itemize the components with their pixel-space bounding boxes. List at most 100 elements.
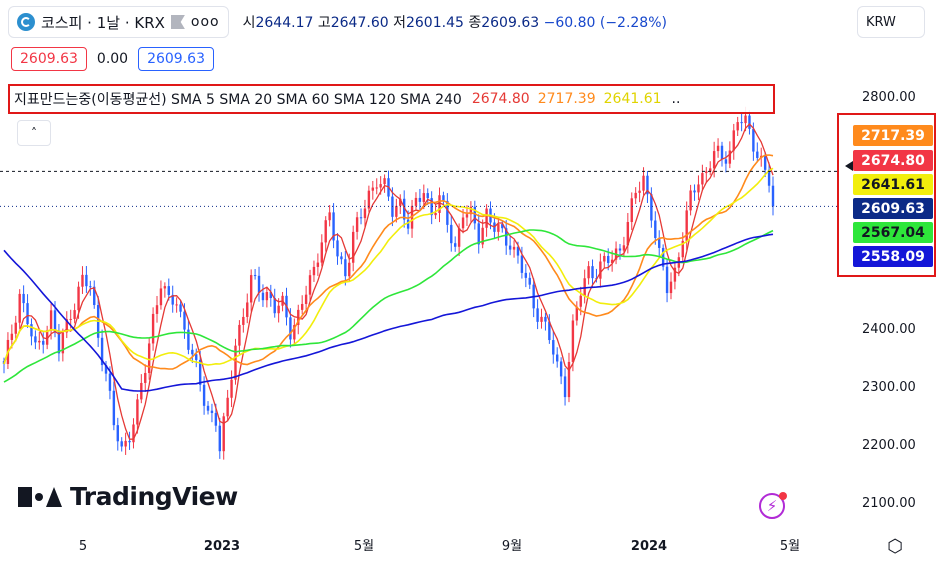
candle-body — [261, 292, 265, 301]
time-tick-label: 5 — [79, 539, 87, 554]
candle-body — [340, 256, 343, 260]
candle-body — [575, 306, 579, 321]
candle-body — [53, 310, 57, 332]
candle-body — [642, 175, 645, 191]
candle-body — [693, 190, 696, 193]
candle-body — [524, 272, 528, 278]
tradingview-logo-icon — [18, 486, 62, 507]
candle-body — [128, 440, 131, 443]
candle-body — [548, 321, 551, 341]
candle-body — [300, 303, 304, 310]
change-value: −60.80 (−2.28%) — [543, 15, 667, 31]
candle-body — [136, 399, 139, 425]
candle-body — [685, 210, 688, 241]
candle-body — [69, 318, 72, 320]
low-value: 2601.45 — [405, 15, 464, 31]
candle-body — [202, 384, 206, 406]
candle-body — [132, 424, 135, 443]
symbol-header: 코스피 · 1날 · KRX ooo 시2644.17 고2647.60 저26… — [8, 6, 667, 38]
spread-value: 0.00 — [96, 51, 129, 67]
flag-icon[interactable] — [170, 15, 185, 29]
candle-body — [705, 171, 708, 174]
candle-body — [701, 173, 704, 185]
candle-body — [414, 197, 418, 206]
candle-body — [434, 212, 437, 216]
collapse-legend-button[interactable]: ˄ — [17, 120, 51, 146]
candle-body — [724, 159, 728, 164]
candle-body — [351, 231, 355, 263]
candle-body — [540, 316, 543, 322]
close-value: 2609.63 — [481, 15, 540, 31]
notification-dot — [779, 492, 787, 500]
candle-body — [607, 255, 610, 264]
currency-selector[interactable]: KRW — [857, 6, 925, 38]
candle-body — [497, 224, 500, 232]
candle-body — [716, 145, 720, 152]
candle-body — [324, 220, 327, 243]
candle-body — [249, 275, 253, 303]
indicator-value-sma5: 2674.80 — [471, 91, 530, 107]
candle-body — [316, 262, 320, 267]
candle-body — [359, 217, 363, 219]
indicator-more[interactable]: .. — [671, 91, 681, 107]
price-tick-label: 2400.00 — [862, 322, 916, 337]
more-options-icon[interactable]: ooo — [190, 14, 220, 30]
candle-body — [438, 195, 441, 213]
candle-body — [42, 340, 45, 345]
candle-body — [57, 331, 61, 354]
candle-body — [45, 330, 49, 345]
candle-body — [430, 198, 433, 216]
candle-body — [638, 190, 641, 193]
time-tick-label: 5월 — [780, 539, 800, 554]
candle-body — [402, 198, 406, 220]
candle-body — [155, 305, 159, 314]
candle-body — [26, 303, 29, 325]
candle-body — [38, 340, 41, 343]
sell-button[interactable]: 2609.63 — [11, 47, 87, 71]
candle-body — [709, 168, 712, 172]
candle-body — [406, 219, 410, 229]
candle-body — [14, 322, 17, 334]
candle-body — [559, 361, 563, 377]
indicator-legend[interactable]: 지표만드는중(이동평균선) SMA 5 SMA 20 SMA 60 SMA 12… — [8, 84, 775, 114]
candle-body — [304, 294, 308, 304]
symbol-search-button[interactable]: 코스피 · 1날 · KRX ooo — [8, 6, 229, 38]
candle-body — [697, 184, 700, 193]
time-tick-label: 5월 — [354, 539, 374, 554]
candle-body — [336, 240, 339, 257]
indicator-value-sma60: 2641.61 — [603, 91, 662, 107]
candle-body — [728, 150, 732, 164]
candle-body — [344, 259, 347, 277]
lightning-icon[interactable]: ⚡ — [759, 493, 785, 519]
sma120-line — [3, 229, 774, 383]
settings-gear-icon[interactable]: ⬡ — [887, 535, 903, 557]
candle-body — [520, 255, 524, 273]
candle-body — [512, 246, 516, 250]
candle-body — [85, 274, 88, 287]
candle-body — [583, 278, 586, 296]
candle-body — [167, 286, 170, 295]
sma60-line — [3, 167, 774, 366]
candle-body — [226, 397, 229, 417]
candle-body — [646, 175, 649, 195]
candle-body — [544, 316, 547, 322]
candle-body — [163, 286, 167, 289]
price-marker-arrow-icon — [845, 161, 853, 171]
candle-body — [214, 413, 218, 426]
candle-body — [175, 304, 178, 306]
buy-button[interactable]: 2609.63 — [138, 47, 214, 71]
candle-body — [104, 365, 108, 374]
candle-body — [571, 320, 575, 362]
candle-body — [379, 184, 382, 188]
candle-body — [355, 217, 359, 232]
candle-body — [587, 266, 590, 279]
candle-body — [289, 317, 292, 340]
candle-body — [367, 190, 371, 209]
candle-body — [371, 187, 375, 191]
candle-body — [658, 237, 661, 248]
candle-body — [312, 266, 316, 276]
candle-body — [473, 206, 477, 224]
tradingview-watermark[interactable]: TradingView — [18, 482, 238, 511]
candle-body — [191, 349, 194, 355]
candle-body — [712, 151, 716, 169]
